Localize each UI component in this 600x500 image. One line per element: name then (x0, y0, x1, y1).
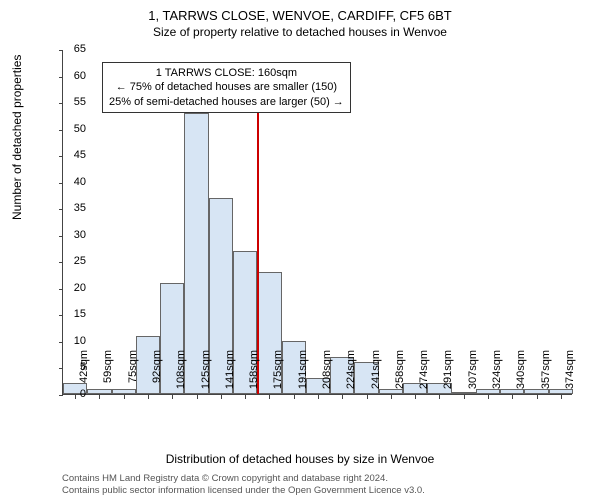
x-tick-mark (99, 395, 100, 399)
page-title: 1, TARRWS CLOSE, WENVOE, CARDIFF, CF5 6B… (0, 0, 600, 23)
annotation-line: 1 TARRWS CLOSE: 160sqm (109, 66, 344, 80)
x-tick-mark (172, 395, 173, 399)
x-tick-mark (124, 395, 125, 399)
x-tick-mark (561, 395, 562, 399)
x-tick-mark (415, 395, 416, 399)
x-tick-mark (512, 395, 513, 399)
chart-subtitle: Size of property relative to detached ho… (0, 23, 600, 39)
y-tick-label: 20 (56, 282, 86, 294)
x-tick-label: 108sqm (175, 350, 187, 400)
y-tick-label: 65 (56, 43, 86, 55)
x-tick-label: 59sqm (102, 350, 114, 400)
x-tick-mark (391, 395, 392, 399)
y-tick-label: 25 (56, 255, 86, 267)
attribution: Contains HM Land Registry data © Crown c… (62, 473, 425, 496)
y-tick-label: 15 (56, 308, 86, 320)
attribution-line: Contains HM Land Registry data © Crown c… (62, 473, 425, 484)
x-tick-mark (367, 395, 368, 399)
x-tick-mark (342, 395, 343, 399)
y-tick-label: 40 (56, 176, 86, 188)
y-tick-label: 55 (56, 96, 86, 108)
x-tick-mark (148, 395, 149, 399)
y-tick-label: 10 (56, 335, 86, 347)
x-tick-mark (294, 395, 295, 399)
x-tick-mark (439, 395, 440, 399)
x-tick-mark (318, 395, 319, 399)
x-tick-label: 42sqm (78, 350, 90, 400)
x-tick-label: 141sqm (224, 350, 236, 400)
x-tick-mark (221, 395, 222, 399)
annotation-box: 1 TARRWS CLOSE: 160sqm ← 75% of detached… (102, 62, 351, 113)
x-tick-label: 175sqm (272, 350, 284, 400)
attribution-line: Contains public sector information licen… (62, 485, 425, 496)
x-tick-mark (245, 395, 246, 399)
x-tick-label: 241sqm (370, 350, 382, 400)
y-axis-label: Number of detached properties (10, 55, 24, 220)
x-tick-label: 258sqm (394, 350, 406, 400)
x-tick-label: 374sqm (564, 350, 576, 400)
annotation-line: ← 75% of detached houses are smaller (15… (109, 80, 344, 94)
x-tick-label: 208sqm (321, 350, 333, 400)
x-tick-label: 324sqm (491, 350, 503, 400)
x-tick-label: 92sqm (151, 350, 163, 400)
y-tick-label: 45 (56, 149, 86, 161)
x-tick-label: 191sqm (297, 350, 309, 400)
x-tick-mark (488, 395, 489, 399)
x-tick-label: 340sqm (515, 350, 527, 400)
y-tick-label: 60 (56, 70, 86, 82)
x-tick-mark (197, 395, 198, 399)
chart-area: 1 TARRWS CLOSE: 160sqm ← 75% of detached… (62, 50, 572, 395)
reference-line (257, 94, 259, 394)
y-tick-label: 35 (56, 202, 86, 214)
x-tick-label: 357sqm (540, 350, 552, 400)
y-tick-label: 50 (56, 123, 86, 135)
x-tick-mark (464, 395, 465, 399)
x-tick-label: 125sqm (200, 350, 212, 400)
x-tick-mark (269, 395, 270, 399)
x-tick-mark (537, 395, 538, 399)
y-tick-label: 30 (56, 229, 86, 241)
x-tick-label: 75sqm (127, 350, 139, 400)
x-tick-label: 158sqm (248, 350, 260, 400)
x-tick-label: 291sqm (442, 350, 454, 400)
x-tick-label: 224sqm (345, 350, 357, 400)
x-tick-label: 274sqm (418, 350, 430, 400)
annotation-line: 25% of semi-detached houses are larger (… (109, 95, 344, 109)
x-tick-label: 307sqm (467, 350, 479, 400)
x-axis-label: Distribution of detached houses by size … (0, 452, 600, 466)
